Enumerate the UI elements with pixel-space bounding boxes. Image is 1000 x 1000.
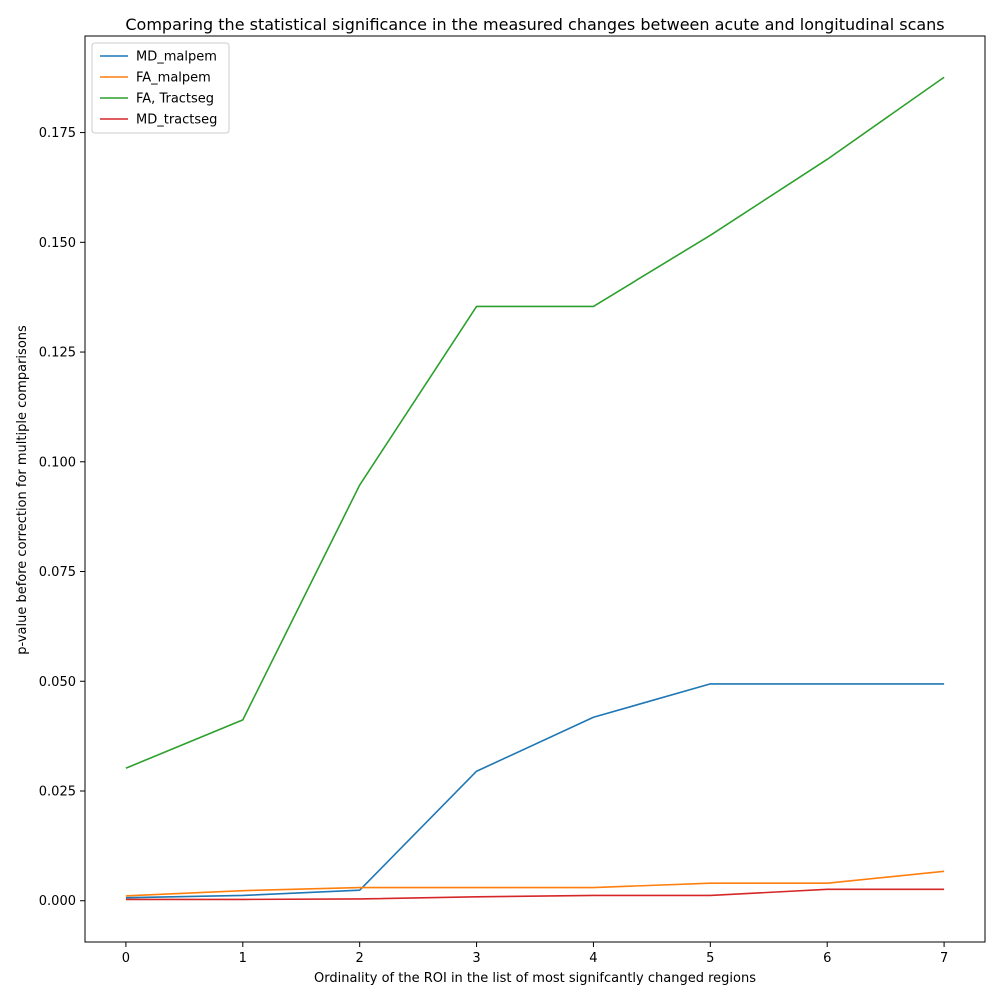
x-tick-label: 6 xyxy=(823,951,831,966)
series-line-md-malpem xyxy=(125,683,945,899)
x-tick-label: 1 xyxy=(239,951,247,966)
y-axis-label: p-value before correction for multiple c… xyxy=(15,325,30,655)
legend-label: MD_malpem xyxy=(136,50,217,65)
y-tick-label: 0.100 xyxy=(39,455,76,470)
plot-area xyxy=(125,76,945,901)
legend: MD_malpem FA_malpem FA, Tractseg MD_tractse… xyxy=(91,42,230,134)
legend-label: FA, Tractseg xyxy=(136,92,214,107)
y-tick-label: 0.125 xyxy=(39,346,76,361)
legend-label: MD_tractseg xyxy=(136,113,217,128)
y-axis: 0.000 0.025 0.050 0.075 0.100 0.125 0.150 0.175 xyxy=(39,126,85,909)
y-tick-label: 0.150 xyxy=(39,236,76,251)
x-tick-label: 0 xyxy=(122,951,130,966)
legend-box xyxy=(91,42,230,134)
y-tick-label: 0.000 xyxy=(39,894,76,909)
x-axis: 0 1 2 3 4 5 6 7 xyxy=(122,942,948,966)
x-tick-label: 7 xyxy=(940,951,948,966)
x-tick-label: 3 xyxy=(472,951,480,966)
x-axis-label: Ordinality of the ROI in the list of mos… xyxy=(314,971,756,986)
y-tick-label: 0.075 xyxy=(39,565,76,580)
y-tick-label: 0.050 xyxy=(39,675,76,690)
plot-frame xyxy=(84,35,986,943)
x-tick-label: 2 xyxy=(356,951,364,966)
x-tick-label: 4 xyxy=(589,951,597,966)
chart-title: Comparing the statistical significance i… xyxy=(125,15,944,34)
y-tick-label: 0.025 xyxy=(39,785,76,800)
series-line-fa-malpem xyxy=(125,870,945,897)
series-line-md-tractseg xyxy=(125,888,945,901)
x-tick-label: 5 xyxy=(706,951,714,966)
y-tick-label: 0.175 xyxy=(39,126,76,141)
series-line-fa-tractseg xyxy=(125,76,945,769)
legend-label: FA_malpem xyxy=(136,71,211,86)
